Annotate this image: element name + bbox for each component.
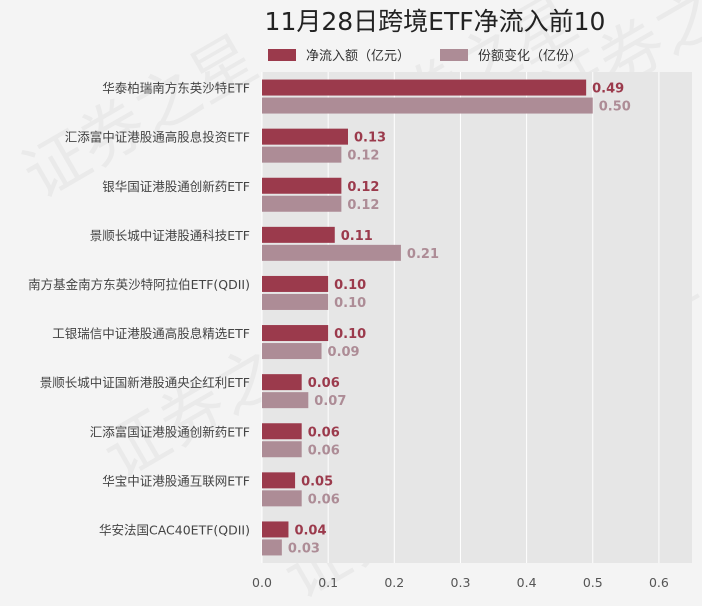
legend-swatch-share-change — [440, 49, 468, 61]
share-change-value-label: 0.50 — [599, 100, 631, 115]
legend: 净流入额（亿元） 份额变化（亿份） — [268, 48, 582, 64]
net-inflow-value-label: 0.10 — [334, 327, 366, 342]
x-tick-label: 0.6 — [649, 575, 669, 590]
bars-group: 0.49 0.50 0.13 0.12 0.12 0.12 0.11 0.21 0.10 0.10… — [262, 79, 631, 556]
category-label: 工银瑞信中证港股通高股息精选ETF — [52, 326, 250, 341]
x-axis: 0.0 0.1 0.2 0.3 0.4 0.5 0.6 — [252, 575, 669, 590]
share-change-value-label: 0.21 — [407, 247, 439, 262]
net-inflow-bar — [262, 275, 329, 292]
net-inflow-bar — [262, 79, 587, 96]
share-change-bar — [262, 539, 282, 556]
share-change-bar — [262, 392, 309, 409]
share-change-value-label: 0.07 — [314, 394, 346, 409]
share-change-bar — [262, 441, 302, 458]
share-change-value-label: 0.12 — [347, 198, 379, 213]
net-inflow-bar — [262, 423, 302, 440]
net-inflow-value-label: 0.13 — [354, 131, 386, 146]
net-inflow-value-label: 0.12 — [347, 180, 379, 195]
share-change-bar — [262, 244, 401, 261]
legend-swatch-net-inflow — [268, 49, 296, 61]
legend-label: 份额变化（亿份） — [478, 48, 582, 64]
x-tick-label: 0.5 — [583, 575, 603, 590]
share-change-bar — [262, 293, 329, 310]
category-label: 南方基金南方东英沙特阿拉伯ETF(QDII) — [28, 277, 250, 292]
net-inflow-value-label: 0.04 — [294, 523, 326, 538]
category-label: 华宝中证港股通互联网ETF — [102, 473, 250, 488]
share-change-value-label: 0.03 — [288, 541, 320, 556]
share-change-value-label: 0.12 — [347, 149, 379, 164]
share-change-value-label: 0.06 — [308, 492, 340, 507]
category-label: 景顺长城中证国新港股通央企红利ETF — [40, 375, 250, 390]
net-inflow-value-label: 0.10 — [334, 278, 366, 293]
category-label: 汇添富国证港股通创新药ETF — [90, 424, 250, 439]
category-label: 华泰柏瑞南方东英沙特ETF — [102, 81, 250, 96]
category-label: 景顺长城中证港股通科技ETF — [90, 228, 250, 243]
category-label: 银华国证港股通创新药ETF — [102, 179, 250, 194]
x-tick-label: 0.3 — [451, 575, 471, 590]
category-labels: 华泰柏瑞南方东英沙特ETF 汇添富中证港股通高股息投资ETF 银华国证港股通创新药E… — [28, 81, 250, 538]
net-inflow-bar — [262, 374, 302, 391]
net-inflow-value-label: 0.06 — [308, 376, 340, 391]
x-tick-label: 0.0 — [252, 575, 272, 590]
share-change-bar — [262, 343, 322, 360]
legend-label: 净流入额（亿元） — [306, 49, 410, 64]
net-inflow-bar — [262, 521, 289, 538]
share-change-value-label: 0.10 — [334, 296, 366, 311]
x-tick-label: 0.2 — [384, 575, 404, 590]
x-tick-label: 0.4 — [517, 575, 537, 590]
category-label: 华安法国CAC40ETF(QDII) — [99, 522, 250, 537]
net-inflow-bar — [262, 177, 342, 194]
x-tick-label: 0.1 — [318, 575, 338, 590]
net-inflow-value-label: 0.11 — [341, 229, 373, 244]
net-inflow-value-label: 0.06 — [308, 425, 340, 440]
share-change-value-label: 0.09 — [328, 345, 360, 360]
category-label: 汇添富中证港股通高股息投资ETF — [65, 130, 250, 145]
chart-title: 11月28日跨境ETF净流入前10 — [265, 7, 606, 36]
share-change-value-label: 0.06 — [308, 443, 340, 458]
net-inflow-bar — [262, 325, 329, 342]
net-inflow-value-label: 0.05 — [301, 474, 333, 489]
share-change-bar — [262, 97, 593, 114]
share-change-bar — [262, 195, 342, 212]
net-inflow-bar — [262, 472, 296, 489]
share-change-bar — [262, 490, 302, 507]
net-inflow-bar — [262, 128, 348, 145]
net-inflow-bar — [262, 226, 335, 243]
share-change-bar — [262, 146, 342, 163]
net-inflow-value-label: 0.49 — [592, 82, 624, 97]
